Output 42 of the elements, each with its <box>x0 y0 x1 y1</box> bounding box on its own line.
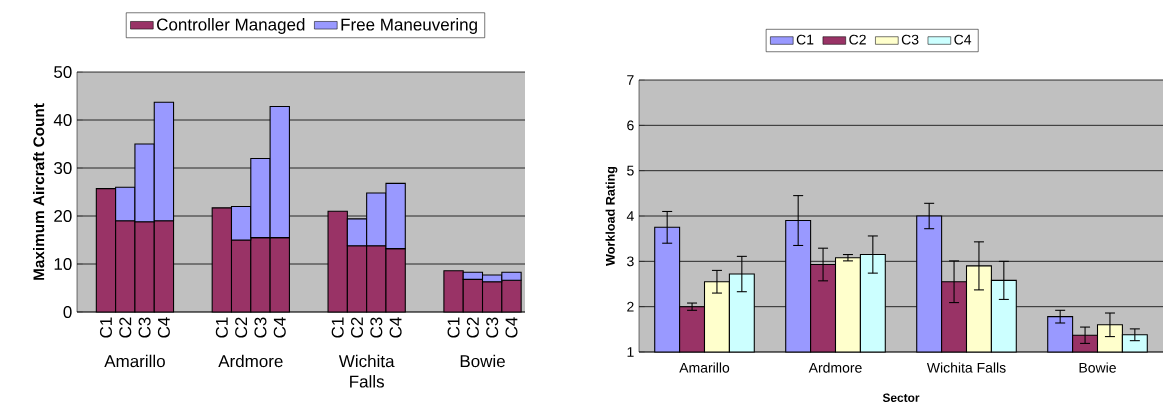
x-tick-label: C3 <box>370 317 383 338</box>
x-tick-label: C2 <box>119 317 132 338</box>
legend-label: Controller Managed <box>157 18 305 34</box>
y-axis-title: Workload Rating <box>605 166 618 266</box>
x-tick-label: C1 <box>331 317 344 338</box>
y-tick-label: 5 <box>627 165 634 176</box>
x-tick-label: C2 <box>466 317 479 338</box>
y-tick-label: 20 <box>54 209 72 223</box>
x-tick-label: Amarillo <box>679 362 730 373</box>
x-tick-label: C1 <box>99 317 112 338</box>
y-tick-label: 10 <box>54 257 72 271</box>
legend-label: C4 <box>954 34 972 45</box>
y-tick-label: 6 <box>627 120 634 131</box>
y-tick-label: 50 <box>54 65 72 79</box>
y-tick-label: 4 <box>626 211 634 221</box>
x-tick-label: C3 <box>138 317 151 338</box>
y-axis-title: Maximum Aircraft Count <box>33 103 45 280</box>
x-tick-label: C2 <box>235 317 248 338</box>
y-tick-label: 7 <box>627 75 634 85</box>
legend-label: C3 <box>901 34 919 45</box>
x-tick-label: C3 <box>254 317 267 338</box>
x-tick-label: C3 <box>486 317 499 338</box>
x-tick-label: C4 <box>505 317 518 338</box>
x-tick-label: C1 <box>215 317 228 338</box>
y-tick-label: 2 <box>627 301 634 312</box>
x-tick-label: C2 <box>350 317 364 338</box>
x-axis-title: Sector <box>882 393 920 402</box>
x-tick-label: Wichita Falls <box>926 362 1006 373</box>
x-tick-label: C4 <box>389 317 402 338</box>
y-tick-label: 0 <box>63 305 72 319</box>
x-tick-label: Ardmore <box>808 362 862 373</box>
y-tick-label: 40 <box>53 113 72 127</box>
legend-label: C1 <box>796 34 814 45</box>
legend-label: C2 <box>849 34 866 45</box>
y-tick-label: 30 <box>54 161 72 175</box>
x-tick-label: C1 <box>447 317 460 338</box>
y-tick-label: 3 <box>627 256 634 267</box>
x-tick-label: Bowie <box>1079 362 1116 373</box>
x-tick-label: C4 <box>157 317 170 338</box>
x-tick-label: C4 <box>273 317 286 338</box>
legend-label: Free Maneuvering <box>341 18 477 34</box>
y-tick-label: 1 <box>627 347 634 357</box>
